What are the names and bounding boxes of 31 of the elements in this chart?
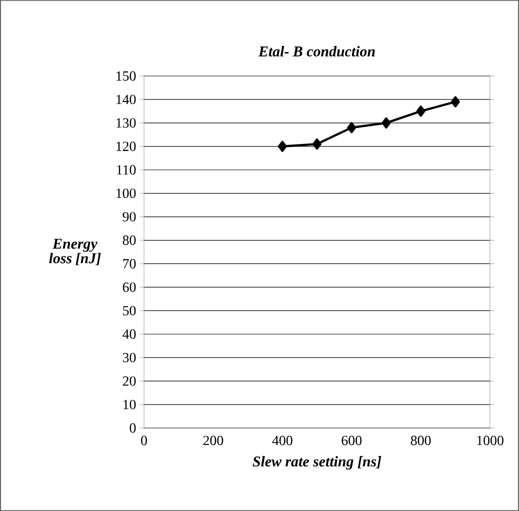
x-tick-label: 800	[410, 436, 431, 446]
y-axis-title: Energy loss [nJ]	[49, 238, 101, 266]
point	[416, 106, 426, 117]
y-tick-label: 30	[122, 352, 136, 362]
point	[450, 96, 460, 108]
x-tick-label: 0	[141, 436, 147, 446]
point	[278, 140, 287, 152]
x-tick-label: 1000	[477, 436, 504, 446]
y-tick-label: 100	[116, 188, 136, 198]
y-tick-label: 0	[130, 423, 136, 433]
y-tick-label: 60	[122, 282, 136, 292]
y-tick-label: 80	[122, 236, 136, 245]
point	[382, 117, 391, 129]
y-tick-label: 90	[122, 212, 136, 222]
x-tick-label: 600	[342, 436, 362, 446]
y-tick-label: 110	[117, 165, 136, 175]
x-tick-label: 200	[203, 436, 224, 446]
chart-title: Etal- B conduction	[258, 46, 375, 56]
y-tick-label: 10	[124, 400, 136, 410]
x-tick-label: 400	[272, 436, 292, 446]
y-tick-label: 70	[123, 259, 136, 268]
y-tick-label: 20	[122, 376, 136, 386]
y-tick-label: 120	[116, 142, 136, 152]
y-tick-label: 150	[116, 71, 136, 81]
point	[347, 122, 356, 134]
point	[312, 138, 322, 150]
y-tick-label: 40	[122, 329, 136, 339]
y-tick-label: 140	[116, 94, 136, 104]
y-tick-label: 50	[123, 306, 136, 316]
x-axis-title: Slew rate setting [ns]	[252, 456, 382, 470]
y-tick-label: 130	[116, 118, 136, 128]
